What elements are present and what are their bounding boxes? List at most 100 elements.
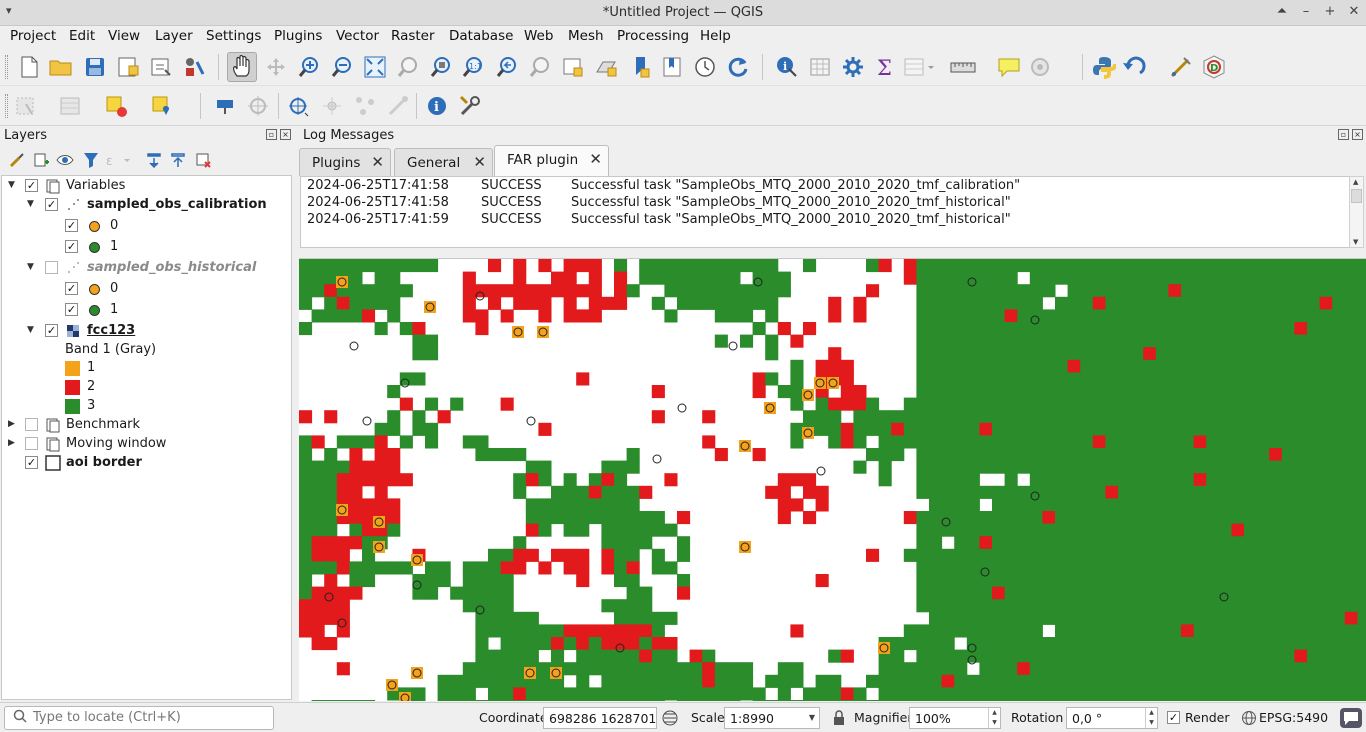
scroll-up-icon[interactable]: ▲ bbox=[1353, 178, 1359, 186]
open-project-icon[interactable] bbox=[46, 52, 76, 82]
expand-arrow-icon[interactable]: ▶ bbox=[8, 419, 15, 429]
crs-label[interactable]: EPSG:5490 bbox=[1259, 710, 1329, 725]
collapse-arrow-icon[interactable]: ▼ bbox=[27, 325, 34, 335]
tab-far-plugin[interactable]: FAR plugin ✕ bbox=[494, 145, 609, 176]
menu-plugins[interactable]: Plugins bbox=[274, 28, 323, 44]
plugin-settings-icon[interactable] bbox=[455, 91, 485, 121]
visibility-checkbox[interactable] bbox=[45, 261, 58, 274]
map-tips-icon[interactable] bbox=[994, 52, 1024, 82]
visibility-checkbox[interactable]: ✓ bbox=[45, 198, 58, 211]
georeferencer-icon[interactable] bbox=[1166, 52, 1196, 82]
close-tab-icon[interactable]: ✕ bbox=[589, 150, 602, 168]
menu-view[interactable]: View bbox=[108, 28, 141, 44]
log-scrollbar[interactable]: ▲ ▼ bbox=[1349, 176, 1364, 248]
new-project-icon[interactable] bbox=[14, 52, 44, 82]
style-brush-icon[interactable] bbox=[2, 145, 32, 175]
label-settings-dropdown-icon[interactable] bbox=[1028, 52, 1058, 82]
layout-manager-icon[interactable] bbox=[146, 52, 176, 82]
style-manager-icon[interactable] bbox=[179, 52, 209, 82]
measure-line-icon[interactable] bbox=[950, 52, 980, 82]
temporal-controller-icon[interactable] bbox=[690, 52, 720, 82]
spin-buttons[interactable]: ▲ ▼ bbox=[1145, 708, 1157, 728]
toolbar-grip[interactable] bbox=[5, 94, 8, 118]
processing-toolbox-icon[interactable] bbox=[838, 52, 868, 82]
menu-project[interactable]: Project bbox=[10, 28, 57, 44]
layer-sampled-obs-historical[interactable]: ▼ sampled_obs_historical bbox=[2, 259, 291, 278]
menu-help[interactable]: Help bbox=[700, 28, 731, 44]
render-checkbox[interactable]: ✓ bbox=[1167, 711, 1180, 724]
deselect-features-icon[interactable] bbox=[104, 91, 134, 121]
pan-map-icon[interactable] bbox=[227, 52, 257, 82]
scroll-down-icon[interactable]: ▼ bbox=[1353, 238, 1359, 246]
class-checkbox[interactable]: ✓ bbox=[65, 219, 78, 232]
manage-visibility-icon[interactable] bbox=[51, 145, 81, 175]
legend-class-1[interactable]: ✓ 1 bbox=[2, 238, 291, 257]
add-group-icon[interactable] bbox=[26, 145, 56, 175]
new-bookmark-icon[interactable] bbox=[626, 52, 656, 82]
messages-icon[interactable] bbox=[1340, 708, 1362, 728]
statistical-summary-icon[interactable]: Σ bbox=[871, 52, 901, 82]
float-panel-icon[interactable]: ▫ bbox=[1338, 129, 1349, 140]
visibility-checkbox[interactable] bbox=[25, 437, 38, 450]
close-tab-icon[interactable]: ✕ bbox=[473, 153, 486, 171]
tab-general[interactable]: General ✕ bbox=[394, 148, 493, 176]
dropdown-arrow-icon[interactable]: ▼ bbox=[808, 713, 815, 722]
crosshair-icon[interactable] bbox=[243, 91, 273, 121]
log-text-area[interactable]: 2024-06-25T17:41:58 SUCCESS Successful t… bbox=[300, 176, 1351, 248]
legend-class-0[interactable]: ✓ 0 bbox=[2, 280, 291, 299]
move-points-icon[interactable] bbox=[350, 91, 380, 121]
show-bookmarks-icon[interactable] bbox=[657, 52, 687, 82]
menu-settings[interactable]: Settings bbox=[206, 28, 262, 44]
menu-vector[interactable]: Vector bbox=[336, 28, 380, 44]
menu-processing[interactable]: Processing bbox=[617, 28, 690, 44]
select-by-location-icon[interactable] bbox=[150, 91, 180, 121]
zoom-full-icon[interactable] bbox=[360, 52, 390, 82]
zoom-native-resolution-icon[interactable]: 1:1 bbox=[459, 52, 489, 82]
expand-all-icon[interactable] bbox=[139, 145, 169, 175]
digitize-disabled-icon[interactable] bbox=[383, 91, 413, 121]
show-layout-icon[interactable] bbox=[210, 91, 240, 121]
select-features-icon[interactable] bbox=[14, 91, 44, 121]
identify-features-icon[interactable]: i bbox=[772, 52, 802, 82]
remove-layer-icon[interactable] bbox=[188, 145, 218, 175]
expand-arrow-icon[interactable]: ▶ bbox=[8, 438, 15, 448]
extents-toggle-icon[interactable] bbox=[661, 709, 679, 731]
menu-database[interactable]: Database bbox=[449, 28, 514, 44]
coordinate-field[interactable]: 698286 1628701 bbox=[543, 707, 657, 729]
layer-group-variables[interactable]: ▼ ✓ Variables bbox=[2, 177, 291, 196]
collapse-arrow-icon[interactable]: ▼ bbox=[27, 199, 34, 209]
close-panel-icon[interactable]: × bbox=[280, 129, 291, 140]
scale-field[interactable]: 1:8990 ▼ bbox=[724, 707, 820, 729]
shade-window-button[interactable]: ⏶ bbox=[1276, 4, 1288, 19]
menu-web[interactable]: Web bbox=[524, 28, 554, 44]
undo-dropdown-icon[interactable] bbox=[1122, 52, 1152, 82]
class-checkbox[interactable]: ✓ bbox=[65, 282, 78, 295]
menu-mesh[interactable]: Mesh bbox=[568, 28, 604, 44]
visibility-checkbox[interactable] bbox=[25, 418, 38, 431]
close-tab-icon[interactable]: ✕ bbox=[371, 153, 384, 171]
lock-scale-icon[interactable] bbox=[832, 709, 846, 731]
pan-to-selection-icon[interactable] bbox=[261, 52, 291, 82]
add-vertex-icon[interactable] bbox=[317, 91, 347, 121]
zoom-next-icon[interactable] bbox=[525, 52, 555, 82]
legend-class-0[interactable]: ✓ 0 bbox=[2, 217, 291, 236]
zoom-last-icon[interactable] bbox=[492, 52, 522, 82]
add-point-icon[interactable] bbox=[283, 91, 313, 121]
maximize-button[interactable]: + bbox=[1324, 4, 1336, 19]
class-checkbox[interactable]: ✓ bbox=[65, 240, 78, 253]
zoom-out-icon[interactable] bbox=[327, 52, 357, 82]
legend-class-1[interactable]: ✓ 1 bbox=[2, 301, 291, 320]
layer-group-moving-window[interactable]: ▶ Moving window bbox=[2, 435, 291, 454]
collapse-all-icon[interactable] bbox=[163, 145, 193, 175]
visibility-checkbox[interactable]: ✓ bbox=[25, 456, 38, 469]
filter-legend-icon[interactable] bbox=[77, 145, 107, 175]
refresh-icon[interactable] bbox=[723, 52, 753, 82]
collapse-arrow-icon[interactable]: ▼ bbox=[27, 262, 34, 272]
rotation-field[interactable]: 0,0 ° ▲ ▼ bbox=[1066, 707, 1158, 729]
class-checkbox[interactable]: ✓ bbox=[65, 303, 78, 316]
help-info-icon[interactable]: i bbox=[422, 91, 452, 121]
open-attribute-table-icon[interactable] bbox=[805, 52, 835, 82]
python-console-icon[interactable] bbox=[1089, 52, 1119, 82]
toolbar-grip[interactable] bbox=[5, 55, 8, 79]
layer-aoi-border[interactable]: ✓ aoi border bbox=[2, 454, 291, 473]
